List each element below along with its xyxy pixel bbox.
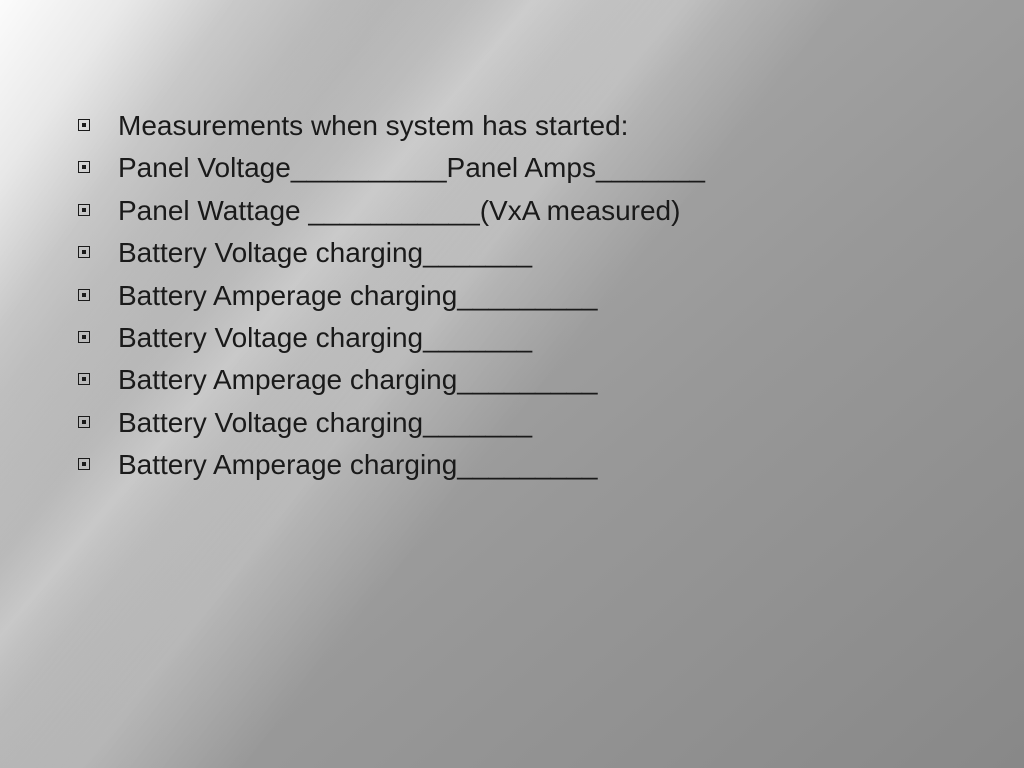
list-item: Battery Voltage charging_______ <box>78 320 964 356</box>
list-item: Panel Voltage__________Panel Amps_______ <box>78 150 964 186</box>
list-item: Battery Voltage charging_______ <box>78 405 964 441</box>
list-item: Measurements when system has started: <box>78 108 964 144</box>
bullet-icon <box>78 458 90 470</box>
list-item: Battery Voltage charging_______ <box>78 235 964 271</box>
item-text: Battery Voltage charging_______ <box>118 320 532 356</box>
item-text: Battery Voltage charging_______ <box>118 405 532 441</box>
bullet-icon <box>78 289 90 301</box>
item-text: Battery Voltage charging_______ <box>118 235 532 271</box>
item-text: Panel Voltage__________Panel Amps_______ <box>118 150 705 186</box>
bullet-icon <box>78 373 90 385</box>
bullet-icon <box>78 161 90 173</box>
bullet-list: Measurements when system has started: Pa… <box>78 108 964 484</box>
bullet-icon <box>78 246 90 258</box>
slide-content: Measurements when system has started: Pa… <box>78 108 964 490</box>
item-text: Battery Amperage charging_________ <box>118 362 597 398</box>
item-text: Battery Amperage charging_________ <box>118 447 597 483</box>
list-item: Panel Wattage ___________(VxA measured) <box>78 193 964 229</box>
list-item: Battery Amperage charging_________ <box>78 447 964 483</box>
item-text: Battery Amperage charging_________ <box>118 278 597 314</box>
bullet-icon <box>78 119 90 131</box>
bullet-icon <box>78 331 90 343</box>
list-item: Battery Amperage charging_________ <box>78 362 964 398</box>
item-text: Measurements when system has started: <box>118 108 628 144</box>
bullet-icon <box>78 416 90 428</box>
item-text: Panel Wattage ___________(VxA measured) <box>118 193 680 229</box>
list-item: Battery Amperage charging_________ <box>78 278 964 314</box>
bullet-icon <box>78 204 90 216</box>
